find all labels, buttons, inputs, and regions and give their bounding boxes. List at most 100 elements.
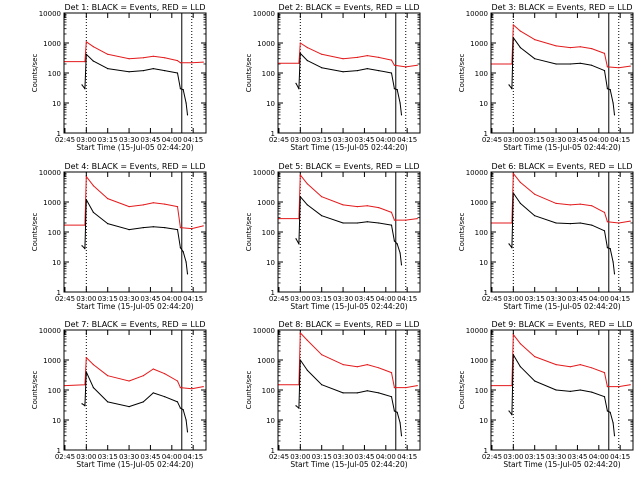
x-tick-label: 04:00 bbox=[162, 295, 182, 303]
lld-series-line-point bbox=[519, 30, 522, 32]
events-series-line bbox=[508, 354, 615, 436]
events-series-line-point bbox=[186, 273, 189, 275]
events-series-line-point bbox=[569, 63, 571, 65]
x-tick-label: 04:15 bbox=[397, 295, 417, 303]
x-tick-label: 03:45 bbox=[140, 453, 160, 461]
y-axis-label: Counts/sec bbox=[31, 213, 39, 252]
lld-series-line-point bbox=[534, 193, 536, 195]
events-series-line-point bbox=[399, 102, 401, 104]
y-tick-label: 10000 bbox=[253, 169, 275, 177]
x-axis-label: Start Time (15-Jul-05 02:44:20) bbox=[290, 143, 407, 152]
events-series-line-point bbox=[85, 371, 87, 373]
events-series-line-point bbox=[81, 245, 83, 247]
y-tick-label: 10000 bbox=[39, 327, 61, 335]
lld-series-line-point bbox=[512, 172, 514, 174]
y-tick-label: 1000 bbox=[257, 40, 275, 48]
lld-series-line-point bbox=[519, 343, 522, 345]
lld-series-line-point bbox=[569, 366, 571, 368]
lld-series-line-point bbox=[85, 41, 87, 43]
panel-1: Det 1: BLACK = Events, RED = LLD 1 10 100 10… bbox=[31, 3, 207, 152]
x-tick-label: 04:00 bbox=[162, 136, 182, 144]
events-series-line bbox=[508, 37, 615, 115]
events-series-line bbox=[81, 53, 188, 115]
lld-series-line-point bbox=[278, 218, 280, 220]
events-series-line-point bbox=[512, 192, 514, 194]
x-tick-label: 02:45 bbox=[269, 295, 289, 303]
events-series-line-point bbox=[142, 70, 144, 72]
x-tick-label: 03:15 bbox=[312, 136, 332, 144]
panel-title: Det 9: BLACK = Events, RED = LLD bbox=[492, 320, 633, 329]
lld-series-line-point bbox=[92, 364, 94, 366]
events-series-line-point bbox=[176, 401, 179, 403]
x-tick-label: 04:00 bbox=[376, 136, 396, 144]
panel-title: Det 2: BLACK = Events, RED = LLD bbox=[279, 3, 420, 12]
lld-series-line-point bbox=[107, 375, 109, 377]
y-axis-label: Counts/sec bbox=[245, 371, 253, 410]
lld-series-line-point bbox=[64, 61, 66, 63]
x-tick-label: 04:15 bbox=[183, 295, 203, 303]
x-axis-label: Start Time (15-Jul-05 02:44:20) bbox=[76, 460, 193, 469]
events-series-line-point bbox=[92, 387, 94, 389]
events-series-line-point bbox=[306, 204, 308, 206]
x-tick-label: 02:45 bbox=[55, 136, 75, 144]
lld-series-line-point bbox=[306, 47, 308, 49]
events-series-line-point bbox=[606, 410, 609, 412]
events-series-line-point bbox=[186, 114, 189, 116]
panel-title: Det 8: BLACK = Events, RED = LLD bbox=[279, 320, 420, 329]
events-series-line-point bbox=[152, 226, 154, 228]
y-tick-label: 10000 bbox=[466, 327, 488, 335]
events-series-line-point bbox=[179, 407, 181, 409]
events-series-line-point bbox=[512, 354, 514, 356]
events-series-line-point bbox=[176, 229, 179, 231]
lld-series-line-point bbox=[555, 202, 557, 204]
x-tick-label: 02:45 bbox=[269, 453, 289, 461]
lld-series-line-point bbox=[356, 56, 358, 59]
lld-series-line-point bbox=[629, 384, 631, 386]
lld-series-line-point bbox=[393, 64, 395, 66]
events-series-line-point bbox=[512, 37, 514, 39]
events-series-line bbox=[81, 199, 188, 274]
x-tick-label: 04:00 bbox=[589, 453, 609, 461]
y-tick-label: 1 bbox=[57, 130, 61, 138]
lld-series-line-point bbox=[606, 221, 609, 223]
panel-title: Det 4: BLACK = Events, RED = LLD bbox=[65, 162, 206, 171]
events-series-line-point bbox=[396, 243, 398, 245]
lld-series-line-point bbox=[491, 385, 493, 387]
lld-series-line-point bbox=[152, 202, 154, 204]
y-tick-label: 100 bbox=[48, 229, 61, 237]
x-tick-label: 02:45 bbox=[55, 453, 75, 461]
y-tick-label: 1000 bbox=[43, 40, 61, 48]
lld-series-line-point bbox=[142, 204, 144, 206]
events-series-line-point bbox=[142, 401, 144, 403]
events-series-line-point bbox=[164, 396, 166, 398]
y-axis-label: Counts/sec bbox=[245, 54, 253, 93]
events-series-line-point bbox=[613, 435, 616, 437]
x-tick-label: 04:15 bbox=[610, 136, 630, 144]
y-tick-label: 1 bbox=[57, 447, 61, 455]
lld-series-line-point bbox=[569, 47, 571, 49]
lld-series-line-point bbox=[92, 46, 94, 48]
y-axis-label: Counts/sec bbox=[245, 213, 253, 252]
lld-series-line-point bbox=[629, 220, 631, 222]
lld-series-line-point bbox=[202, 61, 204, 63]
x-tick-label: 04:15 bbox=[610, 453, 630, 461]
events-series-line-point bbox=[399, 422, 401, 424]
lld-series-line-point bbox=[176, 380, 179, 382]
events-series-line-point bbox=[85, 53, 87, 55]
panel-title: Det 5: BLACK = Events, RED = LLD bbox=[279, 162, 420, 171]
events-series-line-point bbox=[534, 380, 536, 382]
events-series-line-point bbox=[378, 70, 380, 72]
lld-series-line-point bbox=[85, 357, 87, 359]
panel-title: Det 7: BLACK = Events, RED = LLD bbox=[65, 320, 206, 329]
y-tick-label: 10000 bbox=[253, 10, 275, 18]
events-series-line-point bbox=[612, 422, 614, 424]
lld-series-line-point bbox=[107, 53, 109, 55]
events-series-line-point bbox=[299, 196, 301, 198]
events-series-line-point bbox=[179, 88, 181, 90]
events-series-line-point bbox=[81, 403, 83, 405]
lld-series-line-point bbox=[164, 203, 166, 205]
events-series-line-point bbox=[519, 202, 522, 204]
lld-series-line-point bbox=[85, 176, 87, 178]
events-series-line-point bbox=[555, 389, 557, 391]
